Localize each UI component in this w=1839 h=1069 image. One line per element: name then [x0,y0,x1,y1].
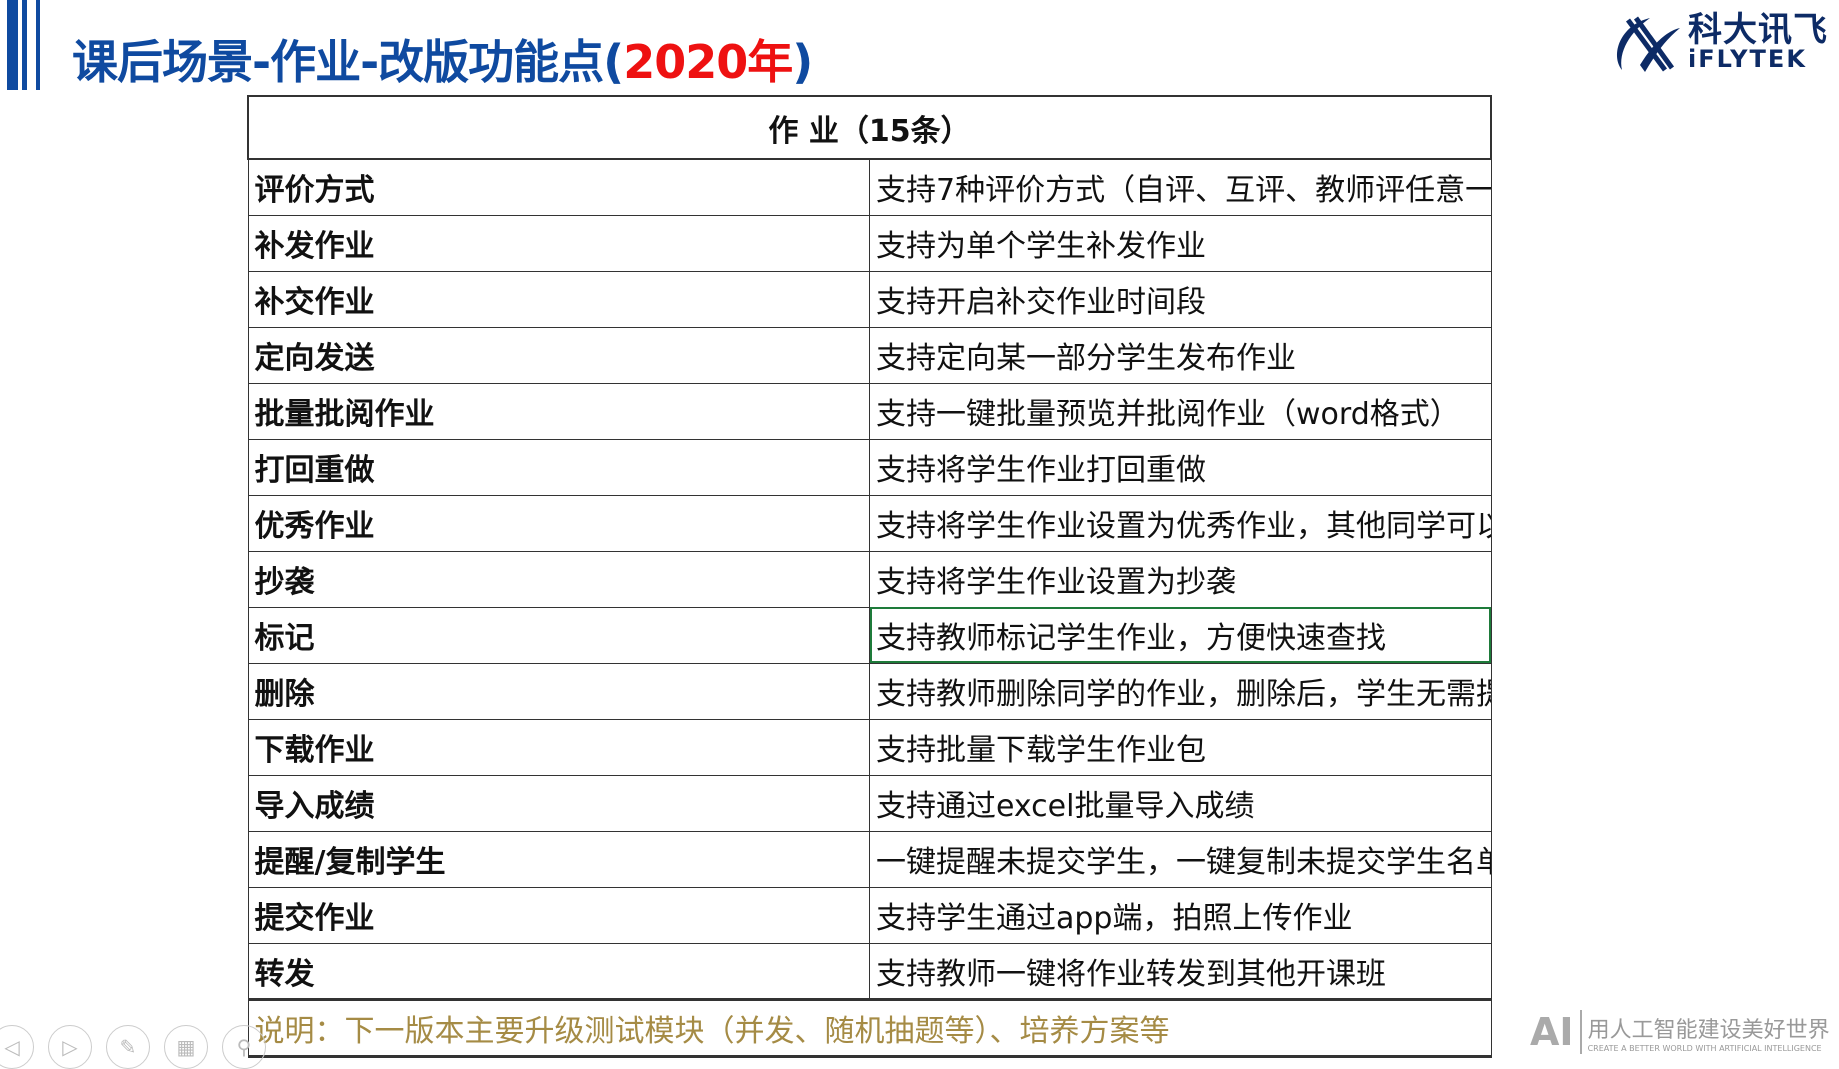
feature-description[interactable]: 一键提醒未提交学生，一键复制未提交学生名单 [869,830,1492,888]
table-row: 定向发送 支持定向某一部分学生发布作业 [247,326,1492,384]
feature-description[interactable]: 支持教师标记学生作业，方便快速查找 [869,606,1492,664]
table-row: 转发 支持教师一键将作业转发到其他开课班 [247,942,1492,1000]
table-row: 抄袭 支持将学生作业设置为抄袭 [247,550,1492,608]
table-row: 补交作业 支持开启补交作业时间段 [247,270,1492,328]
feature-description[interactable]: 支持批量下载学生作业包 [869,718,1492,776]
homework-features-table: 作 业（15条） 评价方式支持7种评价方式（自评、互评、教师评任意一种组合）补发… [247,95,1492,1058]
feature-description[interactable]: 支持定向某一部分学生发布作业 [869,326,1492,384]
play-icon[interactable]: ▷ [48,1025,92,1069]
iflytek-swoosh-icon [1617,16,1680,72]
feature-name[interactable]: 标记 [247,606,870,664]
pen-icon[interactable]: ✎ [106,1025,150,1069]
feature-name[interactable]: 导入成绩 [247,774,870,832]
feature-description[interactable]: 支持通过excel批量导入成绩 [869,774,1492,832]
feature-name[interactable]: 批量批阅作业 [247,382,870,440]
iflytek-logo: 科大讯飞 iFLYTEK [1610,10,1828,74]
ai-slogan-logo: AI 用人工智能建设美好世界 CREATE A BETTER WORLD WITH… [1530,1010,1830,1054]
slides-icon[interactable]: ▦ [164,1025,208,1069]
feature-name[interactable]: 转发 [247,942,870,1000]
feature-name[interactable]: 提醒/复制学生 [247,830,870,888]
feature-description[interactable]: 支持一键批量预览并批阅作业（word格式） [869,382,1492,440]
feature-name[interactable]: 补发作业 [247,214,870,272]
feature-name[interactable]: 抄袭 [247,550,870,608]
table-row: 下载作业 支持批量下载学生作业包 [247,718,1492,776]
feature-description[interactable]: 支持开启补交作业时间段 [869,270,1492,328]
table-row: 打回重做 支持将学生作业打回重做 [247,438,1492,496]
note-text[interactable]: 说明：下一版本主要升级测试模块（并发、随机抽题等）、培养方案等 [247,997,1492,1058]
feature-name[interactable]: 定向发送 [247,326,870,384]
feature-name[interactable]: 删除 [247,662,870,720]
table-row: 批量批阅作业 支持一键批量预览并批阅作业（word格式） [247,382,1492,440]
page-title: 课后场景-作业-改版功能点(2020年) [72,35,813,89]
table-row: 补发作业 支持为单个学生补发作业 [247,214,1492,272]
table-row: 标记 支持教师标记学生作业，方便快速查找 [247,606,1492,664]
feature-name[interactable]: 打回重做 [247,438,870,496]
title-accent-bar [36,0,40,90]
feature-description[interactable]: 支持将学生作业设置为优秀作业，其他同学可以查看并互相学习 [869,494,1492,552]
feature-name[interactable]: 优秀作业 [247,494,870,552]
feature-description[interactable]: 支持教师删除同学的作业，删除后，学生无需提交作业 [869,662,1492,720]
feature-description[interactable]: 支持教师一键将作业转发到其他开课班 [869,942,1492,1000]
slideshow-controls: ◁ ▷ ✎ ▦ ⚲ [0,1025,266,1069]
table-row: 提醒/复制学生 一键提醒未提交学生，一键复制未提交学生名单 [247,830,1492,888]
feature-name[interactable]: 评价方式 [247,158,870,216]
zoom-icon[interactable]: ⚲ [222,1025,266,1069]
title-accent-bar [22,0,27,90]
feature-name[interactable]: 下载作业 [247,718,870,776]
title-accent-bar [7,0,18,90]
feature-description[interactable]: 支持将学生作业设置为抄袭 [869,550,1492,608]
table-header: 作 业（15条） [247,95,1492,160]
feature-name[interactable]: 提交作业 [247,886,870,944]
feature-description[interactable]: 支持将学生作业打回重做 [869,438,1492,496]
table-row: 提交作业 支持学生通过app端，拍照上传作业 [247,886,1492,944]
table-row: 导入成绩 支持通过excel批量导入成绩 [247,774,1492,832]
previous-icon[interactable]: ◁ [0,1025,34,1069]
feature-description[interactable]: 支持学生通过app端，拍照上传作业 [869,886,1492,944]
feature-description[interactable]: 支持7种评价方式（自评、互评、教师评任意一种组合） [869,158,1492,216]
feature-description[interactable]: 支持为单个学生补发作业 [869,214,1492,272]
feature-name[interactable]: 补交作业 [247,270,870,328]
